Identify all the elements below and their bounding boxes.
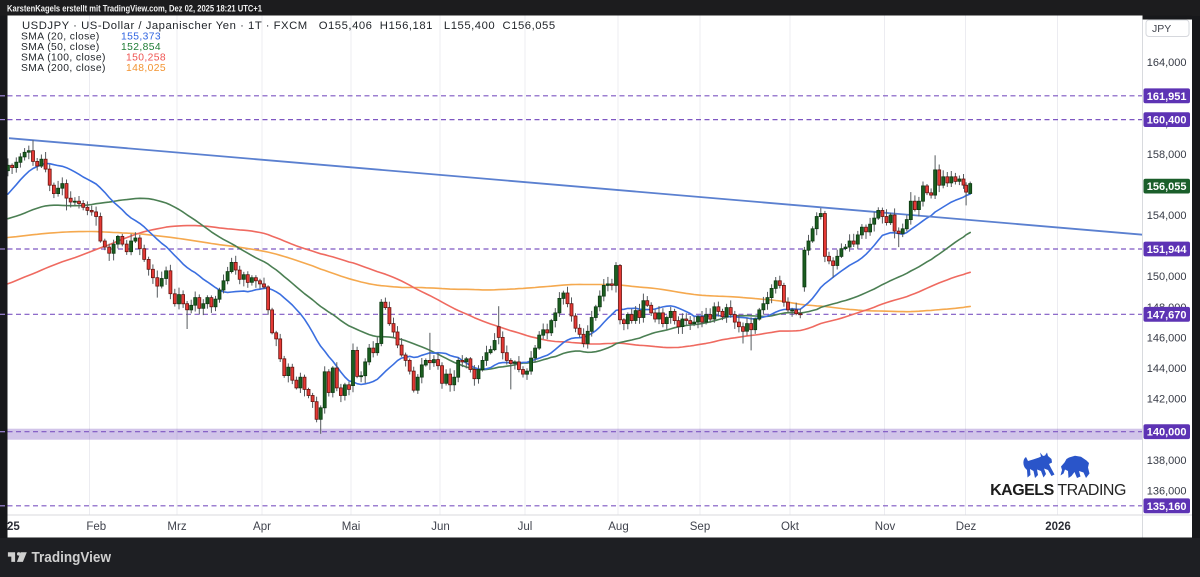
svg-text:25: 25	[7, 521, 20, 533]
svg-text:154,000: 154,000	[1147, 210, 1187, 222]
svg-text:Jul: Jul	[518, 521, 533, 533]
svg-text:Aug: Aug	[608, 521, 628, 533]
svg-text:2026: 2026	[1045, 521, 1071, 533]
svg-text:144,000: 144,000	[1147, 363, 1187, 375]
svg-text:155,373: 155,373	[121, 32, 161, 43]
svg-text:146,000: 146,000	[1147, 332, 1187, 344]
svg-text:Nov: Nov	[875, 521, 896, 533]
svg-text:SMA (20, close): SMA (20, close)	[21, 32, 100, 43]
svg-text:SMA (100, close): SMA (100, close)	[21, 53, 106, 64]
svg-text:151,944: 151,944	[1147, 244, 1188, 256]
svg-text:164,000: 164,000	[1147, 57, 1187, 69]
svg-text:158,000: 158,000	[1147, 149, 1187, 161]
svg-text:152,854: 152,854	[121, 42, 161, 53]
svg-text:135,160: 135,160	[1147, 501, 1187, 513]
svg-text:USDJPY · US-Dollar / Japanisch: USDJPY · US-Dollar / Japanischer Yen · 1…	[22, 20, 556, 32]
svg-text:Sep: Sep	[690, 521, 710, 533]
svg-text:KarstenKagels erstellt mit Tra: KarstenKagels erstellt mit TradingView.c…	[7, 3, 262, 13]
svg-text:138,000: 138,000	[1147, 455, 1187, 467]
svg-text:Okt: Okt	[781, 521, 800, 533]
svg-text:148,025: 148,025	[126, 63, 166, 74]
svg-text:JPY: JPY	[1152, 23, 1171, 35]
svg-text:142,000: 142,000	[1147, 394, 1187, 406]
svg-text:Dez: Dez	[956, 521, 977, 533]
svg-text:Mrz: Mrz	[167, 521, 186, 533]
svg-text:147,670: 147,670	[1147, 309, 1187, 321]
svg-text:156,055: 156,055	[1147, 181, 1187, 193]
svg-text:136,000: 136,000	[1147, 485, 1187, 497]
svg-text:160,400: 160,400	[1147, 115, 1187, 127]
svg-text:Mai: Mai	[342, 521, 361, 533]
svg-text:SMA (200, close): SMA (200, close)	[21, 63, 106, 74]
svg-text:Jun: Jun	[431, 521, 450, 533]
svg-text:TradingView: TradingView	[32, 550, 112, 566]
svg-text:Feb: Feb	[86, 521, 106, 533]
svg-text:KAGELS TRADING: KAGELS TRADING	[990, 482, 1126, 499]
svg-text:Apr: Apr	[253, 521, 271, 533]
svg-text:161,951: 161,951	[1147, 91, 1187, 103]
svg-text:SMA (50, close): SMA (50, close)	[21, 42, 100, 53]
svg-text:150,258: 150,258	[126, 53, 166, 64]
svg-text:150,000: 150,000	[1147, 271, 1187, 283]
svg-text:140,000: 140,000	[1147, 427, 1187, 439]
